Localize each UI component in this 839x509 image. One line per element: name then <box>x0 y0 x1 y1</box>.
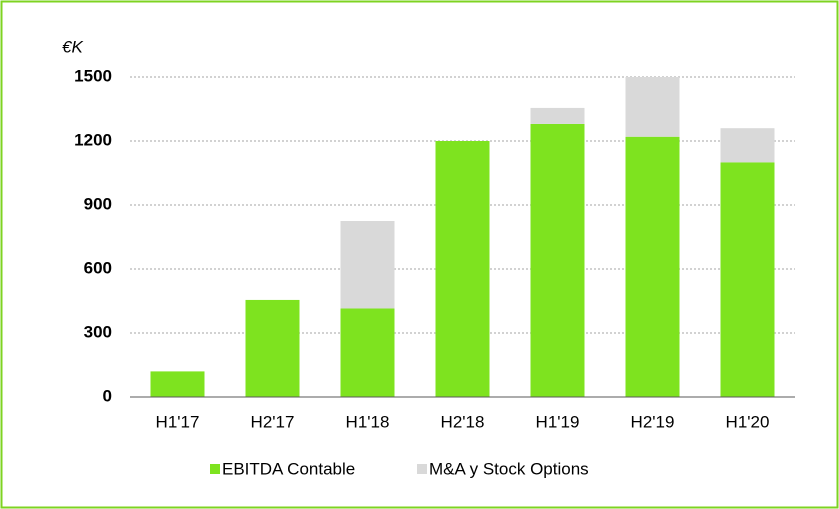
bar-segment <box>340 221 395 309</box>
bar-segment <box>625 77 680 137</box>
y-tick-label: 1500 <box>74 66 112 85</box>
bar-segment <box>245 299 300 397</box>
bar-segment <box>150 371 205 397</box>
bar-segment <box>530 123 585 397</box>
y-tick-label: 600 <box>84 258 112 277</box>
x-tick-label: H2'19 <box>631 412 675 431</box>
bar-segment <box>340 308 395 397</box>
bar-segment <box>625 136 680 397</box>
legend-label: EBITDA Contable <box>222 459 355 478</box>
bar-segment <box>435 141 490 397</box>
legend-label: M&A y Stock Options <box>429 459 589 478</box>
y-tick-label: 1200 <box>74 130 112 149</box>
x-tick-label: H1'19 <box>536 412 580 431</box>
x-tick-label: H2'18 <box>441 412 485 431</box>
y-tick-label: 900 <box>84 194 112 213</box>
x-tick-label: H2'17 <box>251 412 295 431</box>
legend-swatch <box>417 464 427 474</box>
y-tick-label: 0 <box>103 386 112 405</box>
y-axis-label: €K <box>62 37 83 56</box>
x-tick-label: H1'17 <box>156 412 200 431</box>
bar-segment <box>720 128 775 163</box>
x-tick-label: H1'18 <box>346 412 390 431</box>
x-tick-label: H1'20 <box>726 412 770 431</box>
bar-segment <box>530 107 585 124</box>
bar-segment <box>720 162 775 397</box>
legend-swatch <box>210 464 220 474</box>
y-tick-label: 300 <box>84 322 112 341</box>
